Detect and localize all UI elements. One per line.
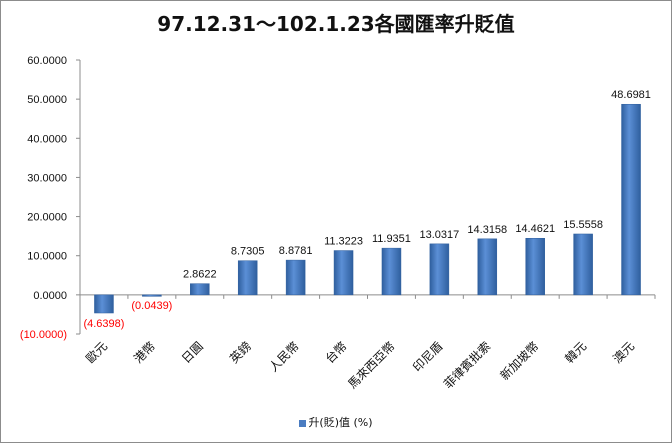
category-label: 菲律賓批索 <box>440 338 493 391</box>
category-label: 英鎊 <box>226 338 254 366</box>
data-label: 2.8622 <box>183 269 217 281</box>
bar <box>429 243 450 296</box>
y-tick-label: 20.0000 <box>27 212 67 224</box>
bar <box>94 294 114 314</box>
data-label: 13.0317 <box>419 229 459 241</box>
data-label: 15.5558 <box>563 219 603 231</box>
category-label: 馬來西亞幣 <box>345 339 397 391</box>
category-label: 印尼盾 <box>410 339 445 374</box>
category-label: 港幣 <box>131 339 158 366</box>
legend-label: 升(貶)值 (%) <box>308 416 373 429</box>
bar <box>142 294 162 297</box>
bar <box>285 259 306 296</box>
category-label: 人民幣 <box>266 339 301 374</box>
bar <box>333 250 354 296</box>
data-label: 11.9351 <box>372 233 411 245</box>
legend-swatch <box>299 419 307 427</box>
data-label: 11.3223 <box>324 236 363 248</box>
category-label: 歐元 <box>82 338 110 366</box>
bar <box>573 233 593 296</box>
category-label: 韓元 <box>562 339 589 366</box>
category-label: 澳元 <box>610 339 637 366</box>
y-tick-label: 60.0000 <box>27 55 67 67</box>
bar <box>525 237 545 296</box>
data-label: 8.8781 <box>279 245 313 257</box>
data-label: (0.0439) <box>131 300 172 312</box>
category-label: 日圓 <box>179 339 206 366</box>
bar <box>381 247 402 296</box>
data-label: 14.3158 <box>467 224 507 236</box>
y-tick-label: (10.0000) <box>20 329 67 341</box>
y-tick-label: 30.0000 <box>27 172 67 184</box>
bar <box>621 103 641 296</box>
data-label: (4.6398) <box>83 318 124 330</box>
chart-title: 97.12.31～102.1.23各國匯率升貶值 <box>157 12 515 36</box>
y-tick-label: 50.0000 <box>27 94 67 106</box>
y-tick-label: 10.0000 <box>27 251 67 263</box>
bar <box>477 238 498 296</box>
bar <box>190 283 210 296</box>
category-label: 台幣 <box>322 338 350 366</box>
y-tick-label: 0.0000 <box>33 290 67 302</box>
axes: (10.0000) 0.0000 10.0000 20.0000 30.0000 40.0… <box>20 55 656 341</box>
data-label: 8.7305 <box>231 246 265 258</box>
bars <box>94 103 641 314</box>
category-label: 新加坡幣 <box>497 338 542 383</box>
legend: 升(貶)值 (%) <box>0 414 672 430</box>
data-labels: (4.6398) (0.0439) 2.8622 8.7305 8.8781 11.322… <box>83 89 650 330</box>
data-label: 48.6981 <box>611 89 651 101</box>
y-tick-label: 40.0000 <box>27 133 67 145</box>
data-label: 14.4621 <box>515 223 555 235</box>
bar <box>237 260 258 296</box>
